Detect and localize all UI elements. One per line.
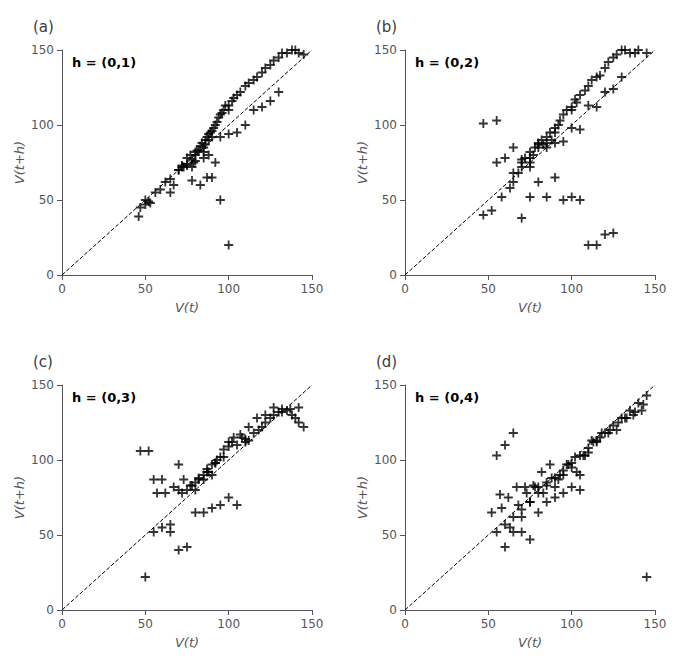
svg-text:V(t+h): V(t+h) bbox=[12, 141, 27, 184]
svg-text:100: 100 bbox=[31, 453, 54, 467]
svg-text:V(t): V(t) bbox=[518, 635, 542, 650]
svg-text:100: 100 bbox=[217, 282, 240, 296]
svg-text:100: 100 bbox=[31, 118, 54, 132]
svg-text:50: 50 bbox=[138, 282, 153, 296]
svg-text:150: 150 bbox=[374, 378, 397, 392]
svg-text:50: 50 bbox=[481, 282, 496, 296]
svg-text:0: 0 bbox=[389, 603, 397, 617]
svg-text:50: 50 bbox=[481, 617, 496, 631]
svg-text:150: 150 bbox=[31, 378, 54, 392]
svg-text:h = (0,3): h = (0,3) bbox=[72, 390, 136, 405]
svg-text:h = (0,4): h = (0,4) bbox=[415, 390, 479, 405]
svg-text:V(t): V(t) bbox=[518, 300, 542, 315]
svg-text:0: 0 bbox=[46, 603, 54, 617]
svg-text:V(t+h): V(t+h) bbox=[355, 476, 370, 519]
svg-text:150: 150 bbox=[301, 617, 324, 631]
svg-text:0: 0 bbox=[389, 268, 397, 282]
svg-text:(c): (c) bbox=[33, 353, 53, 371]
svg-text:50: 50 bbox=[138, 617, 153, 631]
svg-text:100: 100 bbox=[560, 617, 583, 631]
svg-text:150: 150 bbox=[644, 617, 667, 631]
svg-text:V(t+h): V(t+h) bbox=[355, 141, 370, 184]
svg-text:0: 0 bbox=[401, 282, 409, 296]
svg-text:150: 150 bbox=[31, 43, 54, 57]
svg-text:150: 150 bbox=[644, 282, 667, 296]
svg-text:100: 100 bbox=[560, 282, 583, 296]
svg-text:(b): (b) bbox=[376, 18, 397, 36]
svg-text:50: 50 bbox=[382, 528, 397, 542]
svg-text:0: 0 bbox=[58, 282, 66, 296]
svg-text:(d): (d) bbox=[376, 353, 397, 371]
svg-text:50: 50 bbox=[39, 528, 54, 542]
svg-text:50: 50 bbox=[39, 193, 54, 207]
svg-text:(a): (a) bbox=[33, 18, 54, 36]
svg-text:h = (0,2): h = (0,2) bbox=[415, 55, 479, 70]
svg-text:100: 100 bbox=[374, 118, 397, 132]
svg-text:0: 0 bbox=[58, 617, 66, 631]
svg-text:h = (0,1): h = (0,1) bbox=[72, 55, 136, 70]
svg-text:V(t+h): V(t+h) bbox=[12, 476, 27, 519]
svg-text:100: 100 bbox=[217, 617, 240, 631]
svg-text:50: 50 bbox=[382, 193, 397, 207]
svg-text:0: 0 bbox=[46, 268, 54, 282]
svg-text:0: 0 bbox=[401, 617, 409, 631]
svg-text:150: 150 bbox=[374, 43, 397, 57]
svg-text:V(t): V(t) bbox=[175, 300, 199, 315]
svg-text:150: 150 bbox=[301, 282, 324, 296]
svg-text:100: 100 bbox=[374, 453, 397, 467]
svg-text:V(t): V(t) bbox=[175, 635, 199, 650]
